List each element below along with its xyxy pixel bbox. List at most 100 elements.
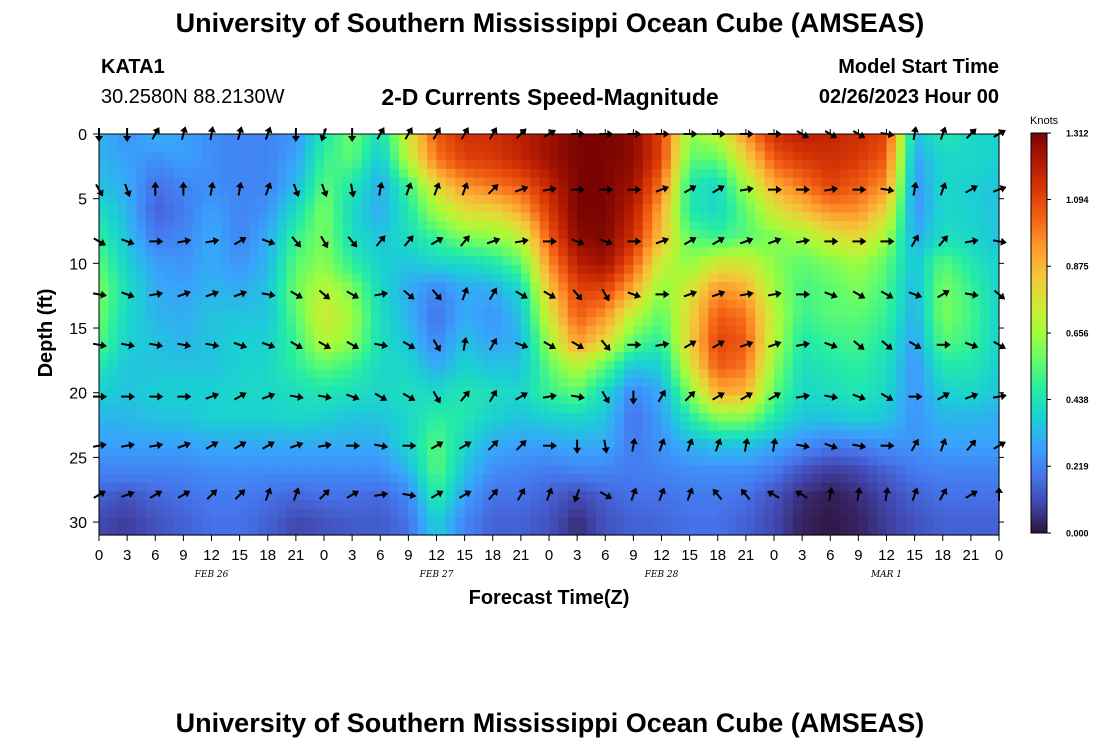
current-arrow bbox=[404, 127, 413, 140]
heatmap-cell bbox=[352, 264, 363, 275]
heatmap-cell bbox=[117, 430, 128, 440]
heatmap-cell bbox=[314, 247, 325, 257]
heatmap-cell bbox=[492, 238, 503, 248]
heatmap-cell bbox=[736, 308, 747, 318]
heatmap-cell bbox=[811, 465, 822, 475]
heatmap-cell bbox=[408, 360, 419, 370]
heatmap-cell bbox=[333, 290, 344, 301]
heatmap-cell bbox=[342, 395, 353, 405]
heatmap-cell bbox=[633, 430, 644, 440]
heatmap-cell bbox=[970, 160, 981, 170]
heatmap-cell bbox=[811, 430, 822, 440]
heatmap-cell bbox=[474, 290, 484, 301]
heatmap-cell bbox=[174, 273, 184, 283]
heatmap-cell bbox=[474, 308, 484, 318]
heatmap-cell bbox=[661, 299, 672, 309]
heatmap-cell bbox=[624, 508, 634, 519]
heatmap-cell bbox=[895, 142, 906, 153]
heatmap-cell bbox=[464, 168, 475, 179]
heatmap-cell bbox=[427, 482, 438, 493]
heatmap-cell bbox=[220, 360, 231, 370]
heatmap-cell bbox=[820, 221, 831, 231]
heatmap-cell bbox=[117, 421, 128, 431]
heatmap-cell bbox=[474, 256, 484, 266]
heatmap-cell bbox=[136, 465, 147, 475]
heatmap-cell bbox=[455, 334, 466, 344]
heatmap-cell bbox=[980, 160, 991, 170]
heatmap-cell bbox=[670, 351, 681, 362]
heatmap-cell bbox=[952, 229, 963, 240]
heatmap-cell bbox=[530, 177, 541, 187]
heatmap-cell bbox=[277, 325, 288, 336]
heatmap-cell bbox=[399, 465, 409, 475]
heatmap-cell bbox=[474, 264, 484, 275]
heatmap-cell bbox=[942, 404, 953, 414]
heatmap-cell bbox=[474, 430, 484, 440]
heatmap-cell bbox=[502, 395, 513, 405]
current-arrow bbox=[768, 185, 782, 194]
heatmap-cell bbox=[361, 290, 372, 301]
heatmap-cell bbox=[549, 526, 559, 536]
heatmap-cell bbox=[136, 221, 147, 231]
heatmap-cell bbox=[792, 142, 803, 153]
heatmap-cell bbox=[455, 500, 466, 510]
heatmap-cell bbox=[689, 404, 700, 414]
heatmap-cell bbox=[117, 282, 128, 292]
heatmap-cell bbox=[886, 203, 897, 214]
heatmap-cell bbox=[980, 421, 991, 431]
heatmap-cell bbox=[633, 526, 644, 536]
heatmap-cell bbox=[989, 517, 1000, 527]
heatmap-cell bbox=[333, 395, 344, 405]
heatmap-cell bbox=[108, 134, 119, 144]
heatmap-cell bbox=[877, 360, 888, 370]
heatmap-cell bbox=[820, 378, 831, 388]
heatmap-cell bbox=[483, 134, 494, 144]
heatmap-cell bbox=[530, 473, 541, 484]
heatmap-cell bbox=[830, 247, 841, 257]
heatmap-cell bbox=[577, 456, 588, 466]
heatmap-cell bbox=[483, 500, 494, 510]
x-tick-label: 21 bbox=[963, 547, 980, 564]
heatmap-cell bbox=[314, 421, 325, 431]
heatmap-cell bbox=[192, 360, 203, 370]
heatmap-cell bbox=[717, 447, 728, 458]
heatmap-cell bbox=[642, 238, 653, 248]
heatmap-cell bbox=[774, 334, 784, 344]
heatmap-cell bbox=[295, 151, 306, 161]
heatmap-cell bbox=[174, 160, 184, 170]
heatmap-cell bbox=[174, 247, 184, 257]
heatmap-cell bbox=[474, 160, 484, 170]
heatmap-cell bbox=[736, 500, 747, 510]
heatmap-cell bbox=[558, 439, 569, 449]
heatmap-cell bbox=[905, 412, 916, 423]
heatmap-cell bbox=[924, 247, 934, 257]
heatmap-cell bbox=[952, 160, 963, 170]
current-arrow bbox=[121, 392, 136, 401]
heatmap-cell bbox=[455, 195, 466, 205]
heatmap-cell bbox=[755, 256, 766, 266]
heatmap-cell bbox=[820, 500, 831, 510]
heatmap-cell bbox=[417, 351, 428, 362]
heatmap-cell bbox=[727, 238, 738, 248]
heatmap-cell bbox=[361, 247, 372, 257]
heatmap-cell bbox=[155, 404, 166, 414]
heatmap-cell bbox=[108, 308, 119, 318]
heatmap-cell bbox=[267, 404, 278, 414]
heatmap-cell bbox=[830, 421, 841, 431]
current-arrow bbox=[601, 390, 610, 404]
heatmap-cell bbox=[483, 282, 494, 292]
heatmap-cell bbox=[511, 482, 522, 493]
heatmap-cell bbox=[549, 404, 559, 414]
heatmap-cell bbox=[858, 273, 869, 283]
heatmap-cell bbox=[867, 351, 878, 362]
current-arrow bbox=[683, 236, 697, 246]
heatmap-cell bbox=[408, 256, 419, 266]
heatmap-cell bbox=[689, 160, 700, 170]
heatmap-cell bbox=[811, 473, 822, 484]
heatmap-cell bbox=[567, 456, 578, 466]
heatmap-cell bbox=[614, 334, 625, 344]
heatmap-cell bbox=[399, 325, 409, 336]
heatmap-cell bbox=[755, 473, 766, 484]
heatmap-cell bbox=[708, 177, 719, 187]
heatmap-cell bbox=[464, 282, 475, 292]
